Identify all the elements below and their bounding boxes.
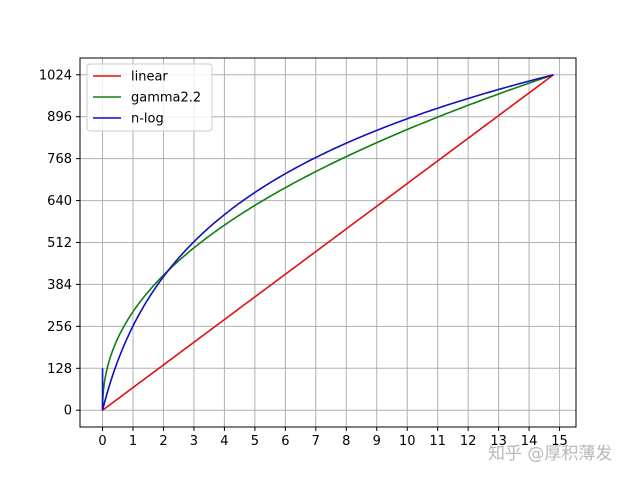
x-tick-label: 5: [251, 434, 259, 449]
x-tick-label: 0: [98, 434, 106, 449]
y-tick-label: 256: [47, 320, 72, 335]
x-tick-label: 1: [129, 434, 137, 449]
y-tick-label: 0: [64, 404, 72, 419]
legend-box: [86, 63, 213, 132]
x-tick-label: 9: [373, 434, 381, 449]
x-tick-label: 15: [551, 434, 568, 449]
legend-label: gamma2.2: [131, 91, 201, 106]
y-axis: 0 128 256 384 512 640 768 896 1024: [39, 68, 80, 419]
x-tick-label: 4: [220, 434, 228, 449]
series-line-gamma2.2: [101, 74, 554, 411]
x-tick-label: 6: [281, 434, 289, 449]
watermark: 知乎 @厚积薄发: [488, 444, 612, 464]
legend: linear gamma2.2 n-log: [86, 63, 213, 132]
series-line-linear: [101, 74, 554, 412]
x-tick-label: 11: [429, 434, 446, 449]
y-tick-label: 128: [47, 362, 72, 377]
x-tick-label: 10: [399, 434, 416, 449]
x-tick-label: 2: [159, 434, 167, 449]
legend-label: linear: [131, 70, 168, 85]
y-tick-label: 640: [47, 194, 72, 209]
y-tick-label: 896: [47, 110, 72, 125]
x-tick-label: 8: [342, 434, 350, 449]
x-tick-label: 7: [312, 434, 320, 449]
legend-label: n-log: [131, 112, 164, 127]
x-tick-label: 13: [490, 434, 507, 449]
x-tick-label: 3: [190, 434, 198, 449]
y-tick-label: 768: [47, 152, 72, 167]
y-tick-label: 384: [47, 278, 72, 293]
series-line-n-log: [101, 73, 554, 411]
y-tick-label: 512: [47, 236, 72, 251]
y-tick-label: 1024: [39, 68, 72, 83]
x-tick-label: 14: [521, 434, 538, 449]
series-lines: [101, 73, 554, 412]
x-tick-label: 12: [460, 434, 477, 449]
x-axis: 0 1 2 3 4 5 6 7 8 9 10 11 12 13 14 15: [98, 427, 568, 449]
